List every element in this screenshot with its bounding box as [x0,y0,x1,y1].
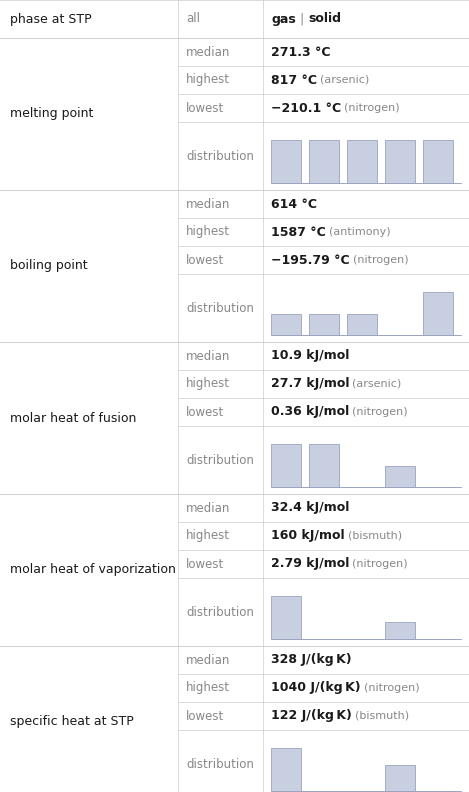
Text: (bismuth): (bismuth) [355,711,409,721]
Text: 1587 °C: 1587 °C [271,226,326,238]
Bar [309,314,340,335]
Text: boiling point: boiling point [10,260,88,272]
Bar [385,622,416,639]
Text: |: | [300,13,304,25]
Text: melting point: melting point [10,108,93,120]
Bar [347,139,378,183]
Text: lowest: lowest [186,253,224,266]
Text: distribution: distribution [186,150,254,162]
Bar [309,139,340,183]
Bar [347,314,378,335]
Text: median: median [186,197,230,211]
Text: highest: highest [186,530,230,543]
Text: distribution: distribution [186,757,254,771]
Text: solid: solid [308,13,341,25]
Bar [309,444,340,487]
Text: highest: highest [186,681,230,695]
Text: lowest: lowest [186,558,224,570]
Text: median: median [186,501,230,515]
Text: 10.9 kJ/mol: 10.9 kJ/mol [271,349,349,363]
Bar [271,748,302,791]
Bar [385,764,416,791]
Text: lowest: lowest [186,406,224,418]
Text: median: median [186,653,230,667]
Text: phase at STP: phase at STP [10,13,91,25]
Text: highest: highest [186,74,230,86]
Text: distribution: distribution [186,302,254,314]
Text: distribution: distribution [186,454,254,466]
Text: median: median [186,45,230,59]
Text: 614 °C: 614 °C [271,197,317,211]
Text: (antimony): (antimony) [329,227,390,237]
Text: (arsenic): (arsenic) [353,379,402,389]
Text: (arsenic): (arsenic) [320,75,369,85]
Text: all: all [186,13,200,25]
Text: (nitrogen): (nitrogen) [352,559,408,569]
Bar [423,291,454,335]
Text: (nitrogen): (nitrogen) [352,407,408,417]
Text: (nitrogen): (nitrogen) [353,255,408,265]
Text: 32.4 kJ/mol: 32.4 kJ/mol [271,501,349,515]
Text: 2.79 kJ/mol: 2.79 kJ/mol [271,558,349,570]
Bar [423,139,454,183]
Bar [385,139,416,183]
Text: molar heat of vaporization: molar heat of vaporization [10,563,176,577]
Text: gas: gas [271,13,296,25]
Text: 122 J/(kg K): 122 J/(kg K) [271,710,352,722]
Text: highest: highest [186,226,230,238]
Text: 328 J/(kg K): 328 J/(kg K) [271,653,352,667]
Text: (bismuth): (bismuth) [348,531,402,541]
Bar [385,466,416,487]
Text: (nitrogen): (nitrogen) [344,103,400,113]
Text: 27.7 kJ/mol: 27.7 kJ/mol [271,378,349,390]
Bar [271,444,302,487]
Text: lowest: lowest [186,101,224,115]
Bar [271,596,302,639]
Text: median: median [186,349,230,363]
Text: lowest: lowest [186,710,224,722]
Text: −210.1 °C: −210.1 °C [271,101,341,115]
Text: −195.79 °C: −195.79 °C [271,253,349,266]
Bar [271,314,302,335]
Text: 1040 J/(kg K): 1040 J/(kg K) [271,681,361,695]
Text: 271.3 °C: 271.3 °C [271,45,331,59]
Text: molar heat of fusion: molar heat of fusion [10,412,136,425]
Text: distribution: distribution [186,606,254,619]
Text: 0.36 kJ/mol: 0.36 kJ/mol [271,406,349,418]
Text: 160 kJ/mol: 160 kJ/mol [271,530,345,543]
Bar [271,139,302,183]
Text: 817 °C: 817 °C [271,74,317,86]
Text: highest: highest [186,378,230,390]
Text: (nitrogen): (nitrogen) [363,683,419,693]
Text: specific heat at STP: specific heat at STP [10,715,134,729]
